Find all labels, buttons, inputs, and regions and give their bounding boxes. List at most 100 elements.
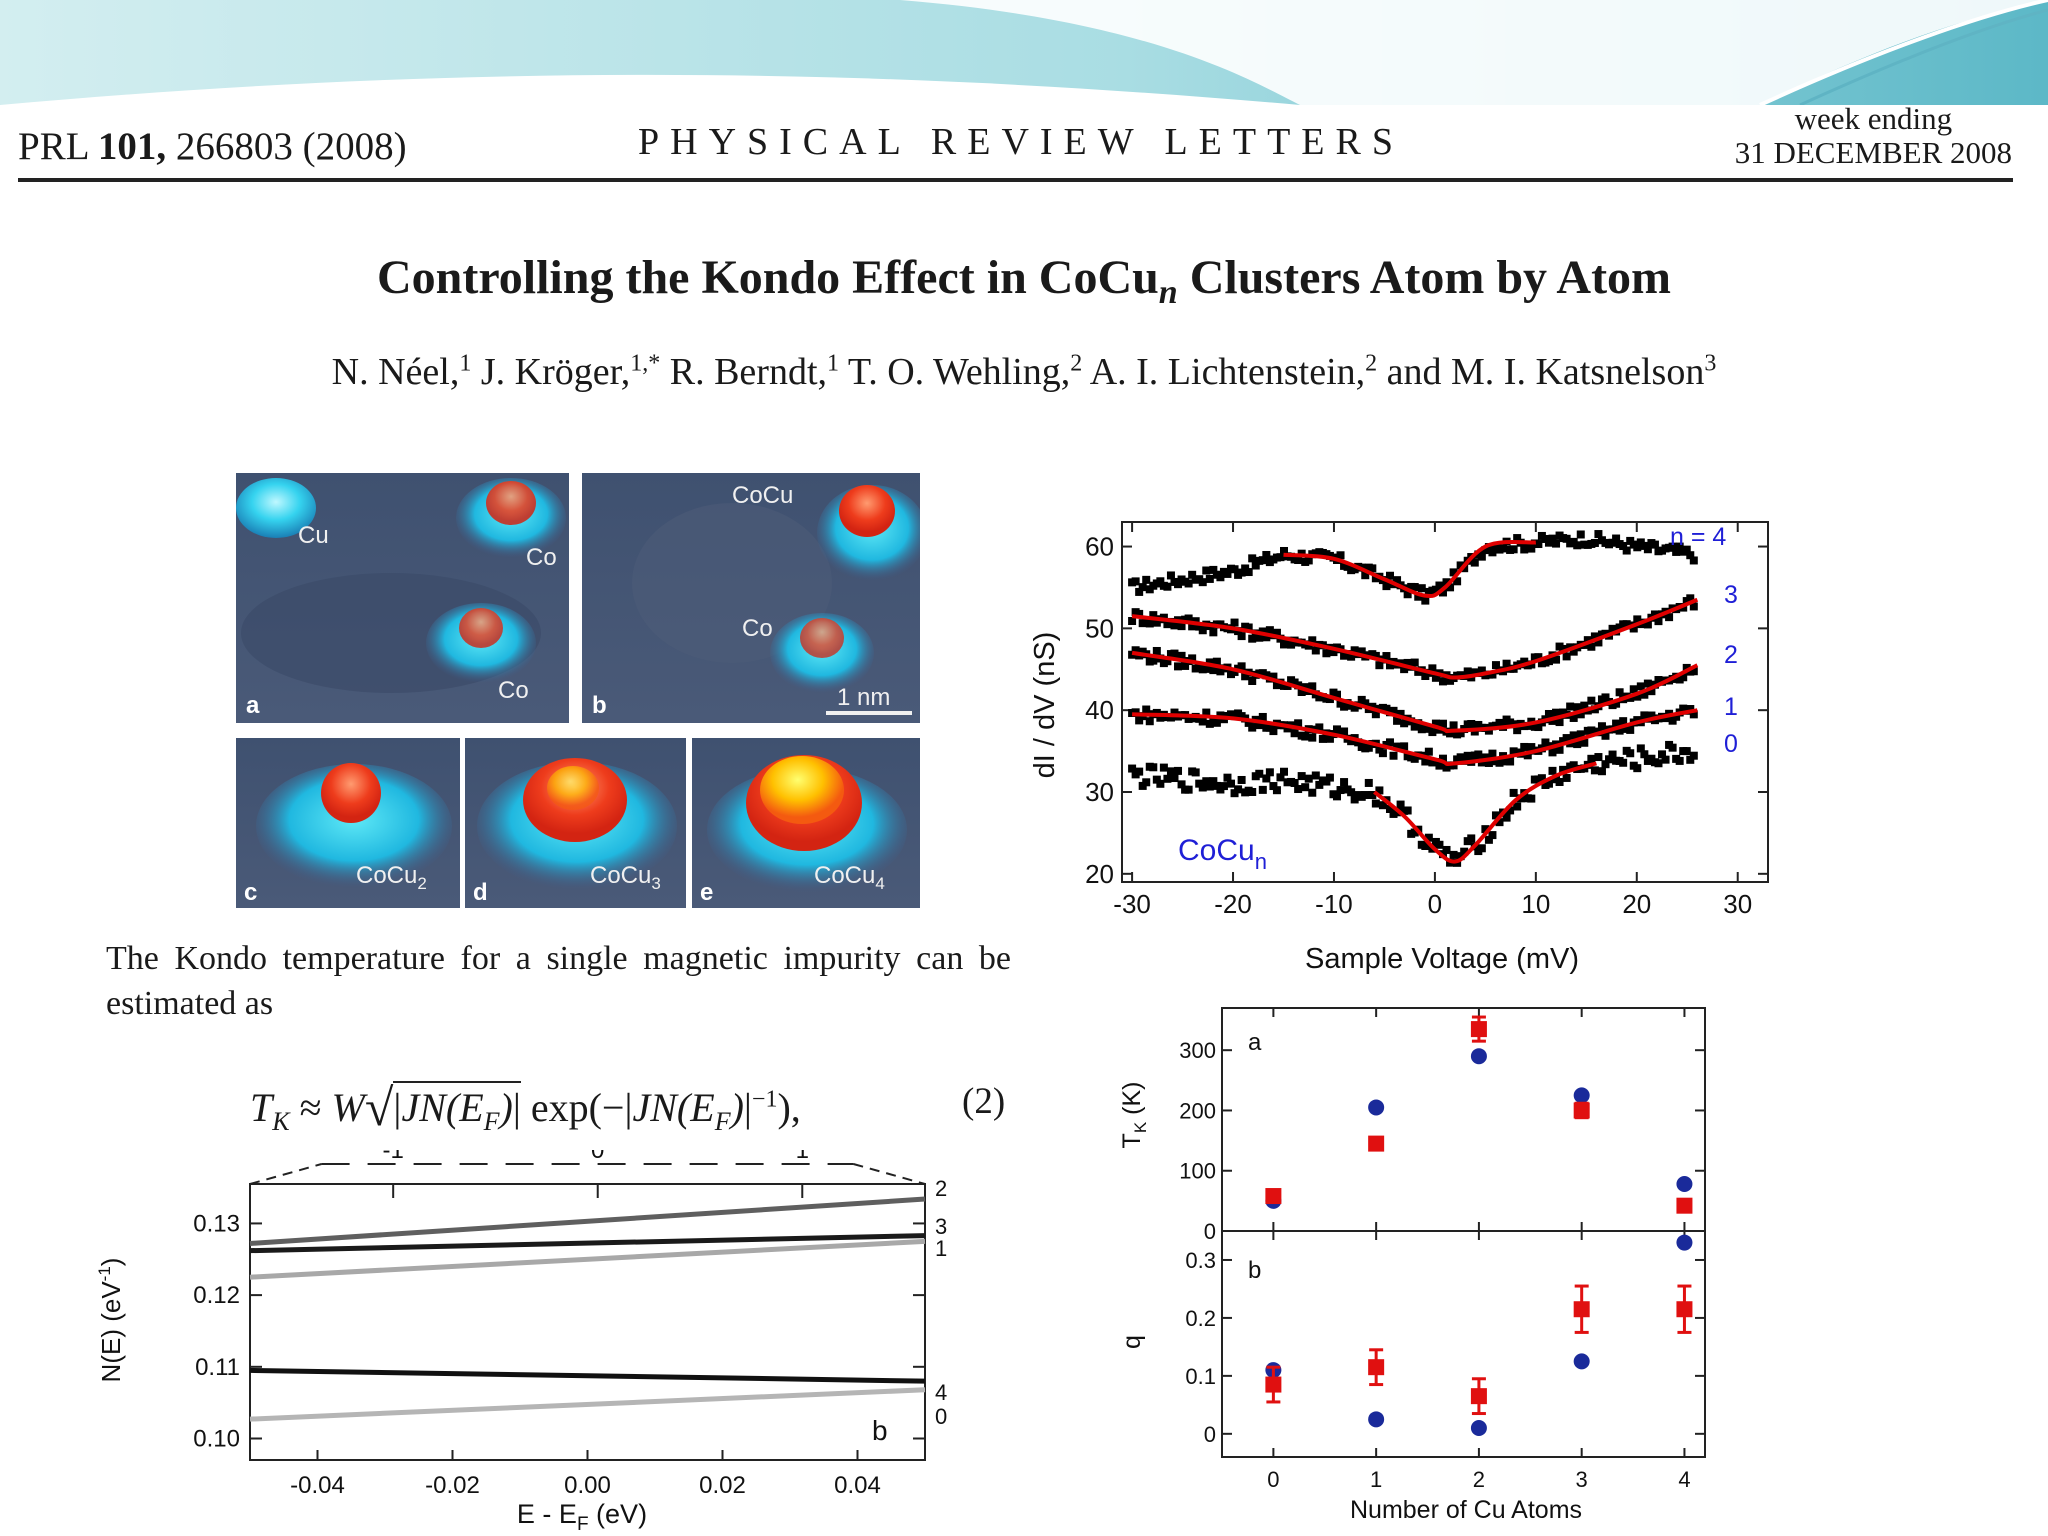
series-labels: n = 4 3 2 1 0 — [1670, 523, 1738, 758]
data-point — [1682, 747, 1691, 756]
affiliation-mark: 1,* — [630, 350, 661, 377]
data-point — [1463, 751, 1472, 760]
data-point — [1435, 840, 1444, 849]
x-tick-label: 4 — [1678, 1467, 1690, 1492]
data-point — [1438, 588, 1447, 597]
data-point — [1672, 547, 1681, 556]
data-point — [1265, 768, 1274, 777]
author-list: N. Néel,1 J. Kröger,1,* R. Berndt,1 T. O… — [0, 350, 2048, 394]
data-point — [1470, 558, 1479, 567]
data-point — [1633, 692, 1642, 701]
data-point — [1138, 583, 1147, 592]
x-axis-label: E - EF (eV) — [517, 1499, 647, 1530]
y-tick-label: 200 — [1179, 1098, 1216, 1123]
y-tick-label: 20 — [1085, 859, 1114, 889]
data-point — [1573, 703, 1582, 712]
stm-label: CoCu — [732, 482, 793, 509]
data-point — [1643, 545, 1652, 554]
data-point — [1152, 646, 1161, 655]
data-point — [1205, 719, 1214, 728]
data-point — [1385, 738, 1394, 747]
data-point — [1679, 673, 1688, 682]
data-point — [1308, 788, 1317, 797]
data-point — [1131, 708, 1140, 717]
data-point — [1308, 733, 1317, 742]
data-point — [1643, 620, 1652, 629]
author: N. Néel, — [331, 351, 460, 393]
data-point — [1255, 769, 1264, 778]
y-tick-label: 40 — [1085, 695, 1114, 725]
x-tick-label: -20 — [1214, 889, 1252, 919]
data-point — [1686, 594, 1695, 603]
data-point — [1163, 774, 1172, 783]
scale-bar-label: 1 nm — [837, 684, 890, 711]
author: T. O. Wehling, — [847, 351, 1071, 393]
data-point — [1311, 771, 1320, 780]
week-ending: week ending 31 DECEMBER 2008 — [1735, 102, 2012, 170]
data-point — [1410, 658, 1419, 667]
data-point — [1272, 628, 1281, 637]
data-point — [1248, 634, 1257, 643]
data-point — [1594, 753, 1603, 762]
data-point — [1205, 782, 1214, 791]
y-tick-label: 0.1 — [1185, 1364, 1216, 1389]
data-point — [1601, 760, 1610, 769]
data-point — [1262, 550, 1271, 559]
data-point — [1375, 661, 1384, 670]
circle-marker — [1470, 1420, 1487, 1437]
data-point — [1209, 565, 1218, 574]
data-point — [1227, 779, 1236, 788]
data-point — [1668, 743, 1677, 752]
panel-letter: b — [1248, 1257, 1261, 1284]
data-point — [1290, 778, 1299, 787]
data-point — [1686, 551, 1695, 560]
data-point — [1587, 754, 1596, 763]
data-point — [1251, 561, 1260, 570]
data-point — [1626, 725, 1635, 734]
dos-line — [249, 1367, 926, 1384]
y-axis-label: dI / dV (nS) — [1029, 632, 1061, 779]
data-point — [1502, 659, 1511, 668]
data-point — [1163, 657, 1172, 666]
data-point — [1248, 787, 1257, 796]
data-point — [1488, 749, 1497, 758]
data-point — [1174, 580, 1183, 589]
data-point — [1325, 773, 1334, 782]
data-point — [1301, 732, 1310, 741]
data-point — [1619, 758, 1628, 767]
data-point — [1290, 729, 1299, 738]
data-point — [1488, 831, 1497, 840]
data-point — [1385, 571, 1394, 580]
data-point — [1414, 592, 1423, 601]
data-point — [1509, 788, 1518, 797]
series-label: 0 — [935, 1404, 947, 1429]
y-tick-label: 0 — [1204, 1422, 1216, 1447]
data-point — [1467, 834, 1476, 843]
data-point — [1559, 644, 1568, 653]
y-tick-label: 0.3 — [1185, 1248, 1216, 1273]
data-point — [1527, 544, 1536, 553]
dos-line — [249, 1238, 926, 1280]
paper-title: Controlling the Kondo Effect in CoCun Cl… — [0, 250, 2048, 311]
series-label: 1 — [1724, 693, 1738, 721]
data-point — [1184, 614, 1193, 623]
data-point — [1608, 750, 1617, 759]
data-point — [1502, 813, 1511, 822]
data-point — [1484, 835, 1493, 844]
data-point — [1629, 685, 1638, 694]
data-point — [1619, 717, 1628, 726]
data-point — [1636, 682, 1645, 691]
data-point — [1315, 780, 1324, 789]
data-point — [1297, 772, 1306, 781]
data-point — [1424, 833, 1433, 842]
data-point — [1205, 658, 1214, 667]
data-point — [1576, 530, 1585, 539]
data-point — [1297, 687, 1306, 696]
plot-frame: -0.04 -0.02 0.00 0.02 0.04 0.10 0.11 0.12 0.13 -1… — [193, 1150, 926, 1499]
data-point — [1569, 713, 1578, 722]
data-point — [1332, 690, 1341, 699]
q-points — [1265, 1234, 1693, 1437]
circle-marker — [1368, 1411, 1385, 1428]
data-point — [1597, 767, 1606, 776]
data-point — [1354, 738, 1363, 747]
